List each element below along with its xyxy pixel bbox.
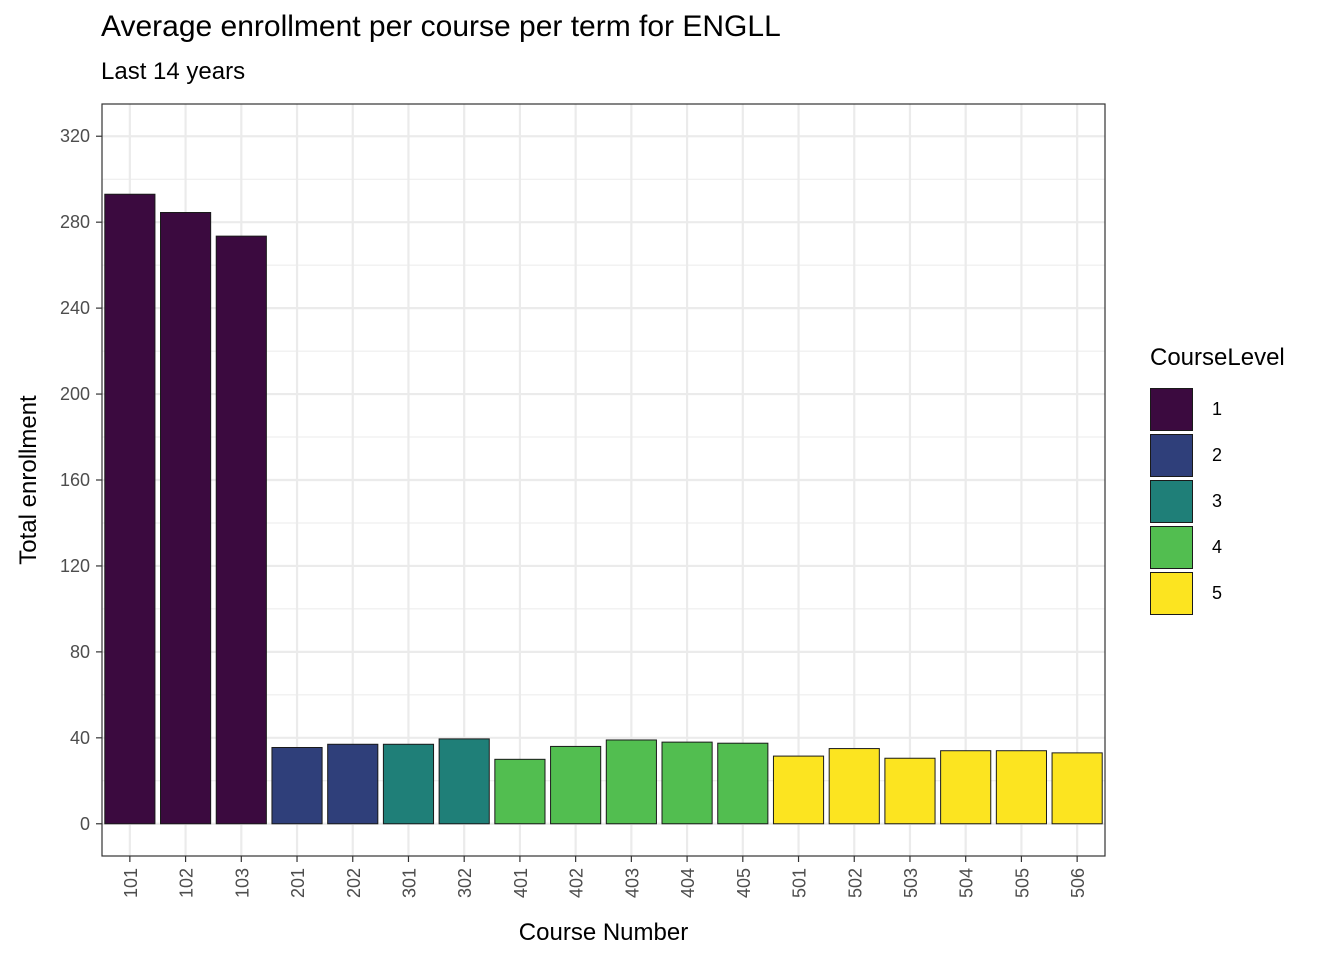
bar-502 — [828, 748, 880, 825]
bar-101 — [104, 193, 156, 825]
legend-key-4 — [1150, 525, 1193, 569]
x-tick-label: 503 — [901, 868, 921, 898]
bar-402 — [550, 745, 602, 825]
legend-item-1: 1 — [1150, 386, 1285, 432]
x-tick-label: 504 — [957, 868, 977, 898]
y-tick-label: 200 — [60, 384, 90, 404]
bar-201 — [271, 746, 323, 825]
x-tick-label: 502 — [845, 868, 865, 898]
x-tick-label: 202 — [344, 868, 364, 898]
bar-505 — [995, 750, 1047, 825]
bar-202 — [327, 743, 379, 825]
x-tick-label: 401 — [511, 868, 531, 898]
legend-item-2: 2 — [1150, 432, 1285, 478]
bar-403 — [605, 739, 657, 825]
bars-layer — [104, 193, 1103, 825]
x-tick-label: 301 — [399, 868, 419, 898]
legend-key-1 — [1150, 387, 1193, 431]
chart-title: Average enrollment per course per term f… — [101, 10, 781, 43]
x-tick-label: 201 — [288, 868, 308, 898]
x-tick-label: 101 — [121, 868, 141, 898]
y-tick-label: 0 — [80, 814, 90, 834]
legend-key-2 — [1150, 433, 1193, 477]
bar-103 — [215, 235, 267, 825]
x-tick-label: 506 — [1068, 868, 1088, 898]
y-tick-label: 80 — [70, 642, 90, 662]
bar-302 — [438, 738, 490, 825]
legend-item-4: 4 — [1150, 524, 1285, 570]
legend-label: 2 — [1212, 444, 1223, 465]
bar-301 — [382, 743, 435, 825]
x-tick-label: 404 — [678, 868, 698, 898]
y-axis-title: Total enrollment — [15, 395, 42, 565]
legend-items: 1 2 3 4 5 — [1150, 386, 1285, 616]
legend-label: 1 — [1212, 398, 1223, 419]
y-tick-label: 320 — [60, 126, 90, 146]
y-tick-label: 120 — [60, 556, 90, 576]
x-axis-title: Course Number — [519, 919, 688, 946]
legend-label: 4 — [1212, 536, 1223, 557]
bar-404 — [661, 741, 713, 825]
x-tick-label: 403 — [622, 868, 642, 898]
bar-503 — [884, 757, 936, 825]
x-tick-label: 302 — [455, 868, 475, 898]
bar-401 — [494, 758, 546, 825]
y-tick-label: 240 — [60, 298, 90, 318]
x-tick-label: 505 — [1012, 868, 1032, 898]
bar-501 — [772, 755, 825, 825]
y-tick-label: 160 — [60, 470, 90, 490]
legend-item-3: 3 — [1150, 478, 1285, 524]
bar-504 — [940, 750, 992, 825]
legend-label: 3 — [1212, 490, 1223, 511]
chart-subtitle: Last 14 years — [101, 58, 246, 85]
legend: CourseLevel 1 2 3 4 5 — [1150, 344, 1285, 616]
x-tick-label: 102 — [177, 868, 197, 898]
legend-title: CourseLevel — [1150, 344, 1285, 371]
x-tick-label: 103 — [232, 868, 252, 898]
legend-key-3 — [1150, 479, 1193, 523]
legend-item-5: 5 — [1150, 570, 1285, 616]
legend-label: 5 — [1212, 582, 1223, 603]
legend-key-5 — [1150, 571, 1193, 615]
y-tick-label: 40 — [70, 728, 90, 748]
bar-405 — [717, 742, 769, 825]
axis-layer: 0 40 80 120 160 200 240 280 320 101 102 103 201 202 30… — [60, 126, 1088, 898]
x-tick-label: 402 — [567, 868, 587, 898]
x-tick-label: 501 — [790, 868, 810, 898]
bar-506 — [1051, 752, 1103, 825]
x-tick-label: 405 — [734, 868, 754, 898]
y-tick-label: 280 — [60, 212, 90, 232]
bar-102 — [160, 212, 212, 825]
